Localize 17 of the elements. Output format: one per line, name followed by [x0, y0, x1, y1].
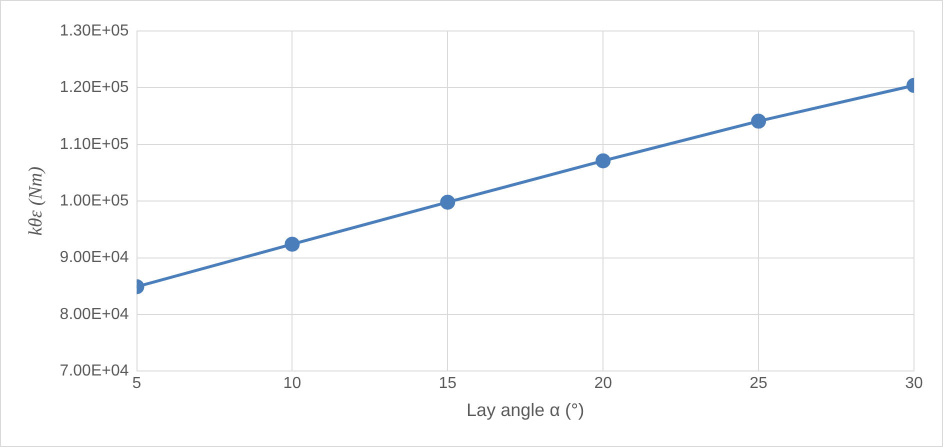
y-tick-label: 1.20E+05: [60, 79, 129, 96]
y-tick-label: 7.00E+04: [60, 362, 129, 380]
y-tick-label: 8.00E+04: [60, 306, 129, 323]
x-tick-label: 5: [132, 375, 142, 392]
x-tick-label: 15: [438, 375, 457, 392]
point: [440, 194, 456, 210]
y-tick-label: 1.30E+05: [60, 22, 129, 40]
x-tick-label: 20: [594, 375, 612, 392]
point: [596, 153, 611, 168]
y-tick-label: 1.10E+05: [60, 136, 129, 153]
x-axis-title: Lay angle α (°): [466, 400, 584, 420]
x-tick-label: 30: [905, 375, 923, 392]
x-tick-label: 10: [283, 375, 302, 392]
y-tick-label: 1.00E+05: [60, 192, 129, 210]
x-tick-label: 25: [750, 375, 768, 392]
y-axis-title: kθε (Nm): [25, 166, 46, 236]
y-tick-label: 9.00E+04: [60, 249, 129, 266]
